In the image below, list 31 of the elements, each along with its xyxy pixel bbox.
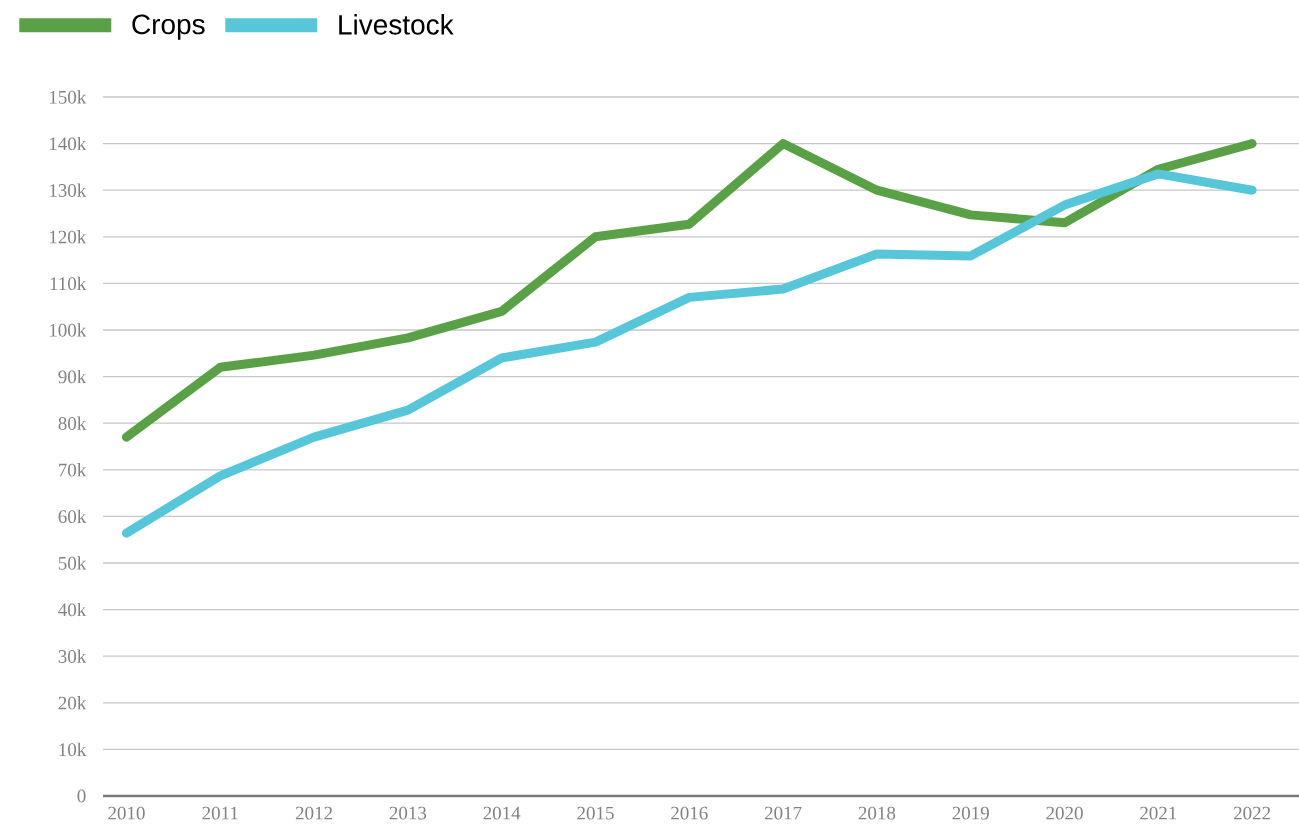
x-tick-label: 2020 (1046, 806, 1083, 820)
y-tick-label: 0 (77, 789, 86, 803)
y-tick-label: 110k (50, 276, 87, 291)
legend-label: Crops (132, 14, 205, 40)
x-tick-label: 2012 (295, 806, 333, 820)
x-tick-label: 2010 (108, 806, 145, 820)
x-tick-label: 2015 (577, 806, 614, 820)
y-tick-label: 120k (49, 230, 87, 244)
x-tick-label: 2016 (671, 806, 708, 820)
x-tick-label: 2022 (1233, 806, 1271, 820)
x-tick-label: 2021 (1140, 806, 1177, 820)
y-tick-label: 20k (58, 696, 87, 710)
y-tick-label: 130k (49, 183, 87, 197)
y-tick-label: 30k (58, 649, 87, 663)
y-tick-label: 70k (59, 463, 87, 477)
y-tick-label: 40k (58, 602, 87, 617)
y-tick-label: 80k (58, 416, 87, 430)
y-tick-label: 150k (49, 90, 87, 104)
legend-label: Livestock (339, 14, 454, 35)
x-tick-label: 2019 (952, 806, 989, 820)
y-tick-label: 90k (58, 369, 87, 384)
x-tick-label: 2014 (483, 806, 521, 820)
y-tick-label: 10k (59, 742, 87, 757)
y-tick-label: 50k (58, 556, 87, 570)
y-tick-label: 100k (49, 323, 87, 337)
y-tick-label: 140k (49, 136, 87, 151)
x-tick-label: 2018 (858, 806, 896, 820)
x-tick-label: 2017 (764, 806, 802, 820)
y-tick-label: 60k (58, 509, 87, 524)
x-tick-label: 2011 (202, 806, 238, 820)
x-tick-label: 2013 (389, 806, 427, 820)
